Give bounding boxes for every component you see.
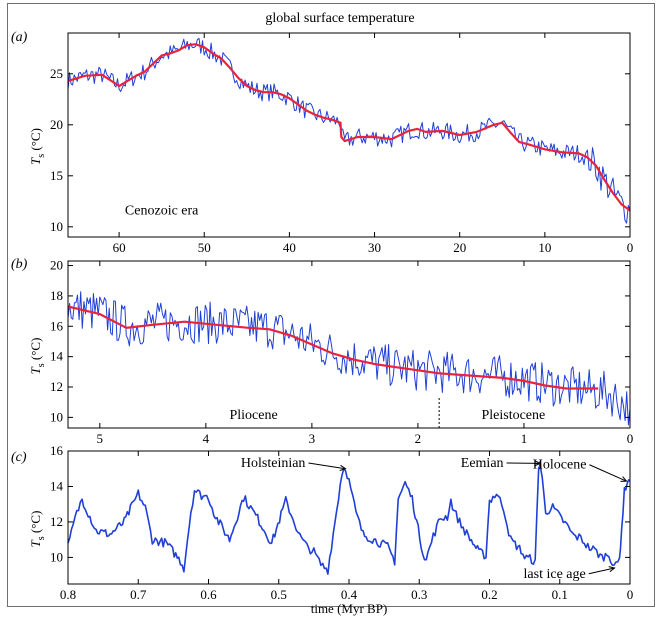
panel-b-xtick-label: 4 — [203, 431, 210, 446]
panel-a-smoothed-series — [67, 43, 631, 212]
panel-b-annotation: Pleistocene — [481, 408, 545, 423]
panel-a-xtick-label: 0 — [627, 240, 634, 255]
panel-b-axes — [67, 260, 631, 429]
panel-c-ytick-label: 16 — [50, 443, 64, 458]
panel-c-xtick-label: 0.4 — [341, 587, 358, 602]
panel-a-label: (a) — [11, 30, 28, 45]
panel-b-ytick-label: 14 — [50, 349, 64, 364]
panel-b-ytick-label: 16 — [50, 318, 64, 333]
panel-a-ylabel: Ts (°C) — [28, 128, 47, 165]
panel-b-xtick-label: 2 — [415, 431, 422, 446]
panel-c-annotation-arrowhead — [608, 566, 616, 573]
panel-a-annotation: Cenozoic era — [125, 204, 199, 219]
panel-c-xtick-label: 0.2 — [481, 587, 497, 602]
panel-c-annotation-arrow — [588, 567, 615, 575]
panel-b-xtick-label: 0 — [627, 431, 634, 446]
panel-b-label: (b) — [11, 257, 28, 272]
panel-c-ytick-label: 12 — [50, 514, 63, 529]
panel-c-xtick-label: 0.3 — [411, 587, 427, 602]
panel-b-xtick-label: 5 — [97, 431, 104, 446]
panel-a-xtick-label: 10 — [538, 240, 551, 255]
panel-b-annotation: Pliocene — [229, 408, 277, 423]
panel-c-xtick-label: 0.8 — [60, 587, 76, 602]
panel-b-ytick-label: 18 — [50, 288, 63, 303]
panel-c-label: (c) — [11, 450, 27, 465]
panel-a-xtick-label: 60 — [113, 240, 126, 255]
panel-a-xtick-label: 20 — [453, 240, 466, 255]
panel-c-annotation-arrow — [308, 462, 346, 470]
panel-c-xtick-label: 0 — [627, 587, 634, 602]
panel-c-xtick-label: 0.1 — [552, 587, 568, 602]
figure-frame — [7, 3, 655, 607]
panel-c-raw-series — [67, 460, 631, 575]
panel-b-ytick-label: 20 — [50, 258, 63, 273]
panel-c-annotation: Holocene — [533, 458, 587, 473]
panel-c-xtick-label: 0.5 — [271, 587, 287, 602]
panel-c-xtick-label: 0.7 — [130, 587, 147, 602]
panel-c-xtick-label: 0.6 — [200, 587, 217, 602]
panel-c-ytick-label: 14 — [50, 478, 64, 493]
panel-a-axes — [67, 32, 631, 238]
panel-b-ytick-label: 10 — [50, 409, 63, 424]
chart-title: global surface temperature — [265, 11, 414, 26]
panel-a-ytick-label: 15 — [50, 168, 63, 183]
panel-c-annotation-arrow — [589, 464, 627, 482]
panel-c-ylabel: Ts (°C) — [28, 511, 47, 548]
panel-b-raw-series — [67, 291, 631, 426]
panel-c-annotation: Holsteinian — [241, 456, 306, 471]
panel-c-annotation-arrowhead — [534, 460, 542, 467]
panel-c-annotation: last ice age — [524, 567, 586, 582]
panel-a-xtick-label: 30 — [368, 240, 381, 255]
panel-c-annotation: Eemian — [461, 456, 504, 471]
panel-b-xtick-label: 1 — [521, 431, 528, 446]
panel-a-ytick-label: 10 — [50, 219, 63, 234]
panel-a-xtick-label: 50 — [198, 240, 211, 255]
panel-a-ytick-label: 20 — [50, 117, 63, 132]
panel-c-xlabel: time (Myr BP) — [311, 601, 388, 616]
panel-a-xtick-label: 40 — [283, 240, 296, 255]
panel-a-raw-series — [67, 38, 631, 224]
panel-b-ylabel: Ts (°C) — [28, 338, 47, 375]
panel-b-smoothed-series — [67, 305, 599, 390]
panel-b-xtick-label: 3 — [309, 431, 316, 446]
panel-b-ytick-label: 12 — [50, 379, 63, 394]
panel-c-annotation-arrowhead — [620, 476, 628, 482]
panel-a-ytick-label: 25 — [50, 66, 63, 81]
panel-c-ytick-label: 10 — [50, 549, 63, 564]
panel-c-annotation-arrowhead — [339, 464, 347, 471]
